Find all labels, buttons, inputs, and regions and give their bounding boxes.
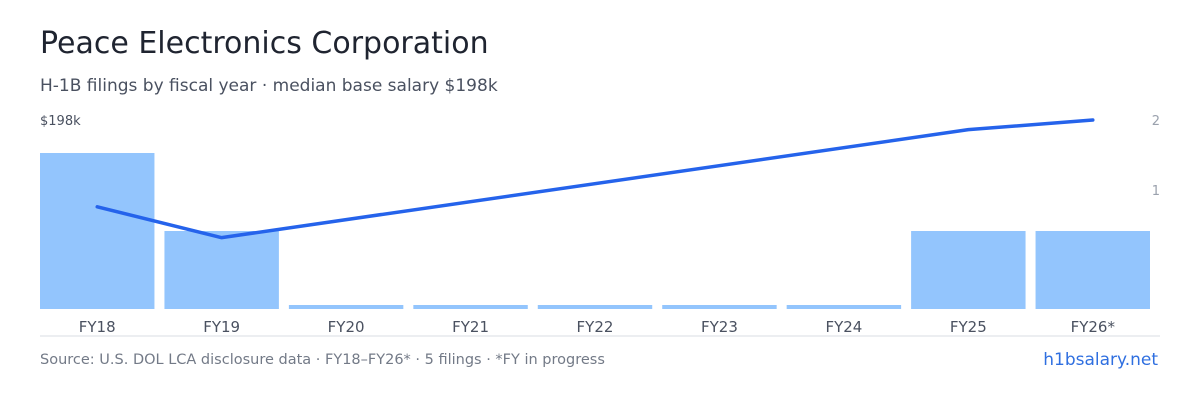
bar-FY22 xyxy=(537,305,653,309)
bar-FY24 xyxy=(786,305,902,309)
bar-FY19 xyxy=(164,231,279,309)
x-tick-label: FY20 xyxy=(328,318,365,336)
x-tick-label: FY23 xyxy=(701,318,738,336)
bar-FY25 xyxy=(911,231,1026,309)
source-note: Source: U.S. DOL LCA disclosure data · F… xyxy=(40,352,605,368)
left-axis-label: $198k xyxy=(40,114,81,129)
x-tick-label: FY22 xyxy=(577,318,614,336)
x-tick-label: FY24 xyxy=(825,318,862,336)
x-tick-label: FY26* xyxy=(1071,318,1116,336)
bar-FY21 xyxy=(413,305,528,309)
bar-FY26* xyxy=(1035,231,1150,309)
bar-FY18 xyxy=(40,153,155,309)
bar-FY20 xyxy=(288,305,404,309)
x-tick-label: FY18 xyxy=(79,318,116,336)
chart-title: Peace Electronics Corporation xyxy=(40,26,489,61)
x-tick-label: FY21 xyxy=(452,318,489,336)
salary-line xyxy=(95,118,1095,240)
right-tick-label: 2 xyxy=(1152,114,1160,129)
chart-subtitle: H-1B filings by fiscal year · median bas… xyxy=(40,76,498,96)
bar-FY23 xyxy=(662,305,777,309)
right-tick-label: 1 xyxy=(1152,184,1160,199)
x-tick-label: FY25 xyxy=(950,318,987,336)
site-link[interactable]: h1bsalary.net xyxy=(1043,350,1158,370)
x-tick-label: FY19 xyxy=(203,318,240,336)
